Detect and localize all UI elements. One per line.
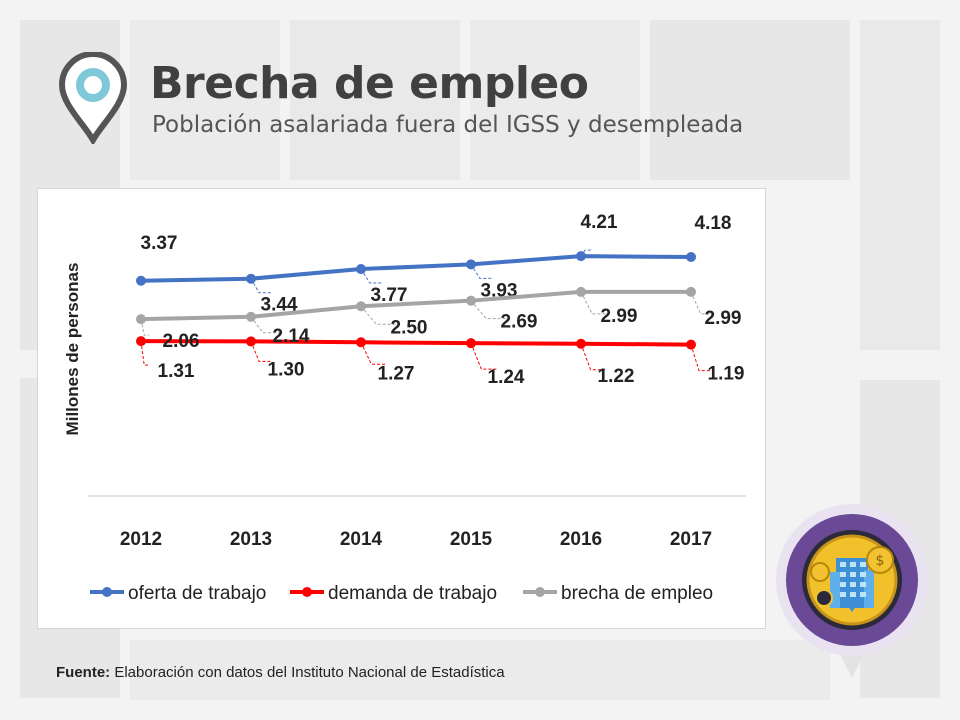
legend-marker-oferta (102, 587, 112, 597)
data-point-demanda (136, 336, 146, 347)
data-point-oferta (136, 275, 146, 286)
leader-line-demanda (140, 341, 149, 366)
data-point-brecha (356, 301, 366, 312)
data-point-oferta (686, 252, 696, 263)
legend-label-demanda: demanda de trabajo (328, 583, 497, 604)
leader-line-brecha (250, 316, 281, 334)
data-label-brecha: 2.50 (391, 317, 428, 338)
data-label-oferta: 3.37 (141, 233, 178, 254)
data-label-brecha: 2.99 (705, 308, 742, 329)
leader-line-demanda (250, 341, 271, 362)
x-tick-label: 2013 (230, 529, 272, 550)
data-label-demanda: 1.19 (708, 364, 745, 385)
svg-text:$: $ (876, 553, 885, 569)
data-point-demanda (466, 338, 476, 349)
source-note: Fuente: Elaboración con datos del Instit… (56, 664, 505, 681)
leader-line-demanda (580, 343, 605, 371)
page-subtitle: Población asalariada fuera del IGSS y de… (152, 112, 744, 138)
data-label-brecha: 2.99 (601, 306, 638, 327)
data-label-demanda: 1.31 (158, 361, 195, 382)
data-label-demanda: 1.22 (598, 366, 635, 387)
legend-label-oferta: oferta de trabajo (128, 583, 266, 604)
x-tick-label: 2012 (120, 529, 162, 550)
data-label-brecha: 2.14 (273, 326, 310, 347)
data-label-demanda: 1.24 (488, 367, 525, 388)
leader-line-brecha (580, 291, 609, 315)
data-label-brecha: 2.06 (163, 331, 200, 352)
data-point-oferta (466, 259, 476, 270)
line-chart: Millones de personas 2012 2013 2014 2015 2016… (63, 212, 746, 604)
x-tick-label: 2017 (670, 529, 712, 550)
data-label-demanda: 1.30 (268, 359, 305, 380)
legend-marker-demanda (302, 587, 312, 597)
data-point-demanda (576, 338, 586, 349)
leader-line-demanda (470, 342, 497, 370)
employment-badge-icon: $ (776, 504, 928, 678)
data-label-oferta: 4.18 (695, 213, 732, 234)
leader-line-brecha (360, 305, 399, 325)
leader-line-oferta (250, 278, 271, 294)
data-label-brecha: 2.69 (501, 312, 538, 333)
data-point-brecha (466, 295, 476, 306)
source-label: Fuente: (56, 664, 111, 681)
leader-line-demanda (360, 342, 387, 365)
data-point-oferta (356, 264, 366, 275)
series-line-demanda (139, 339, 693, 347)
source-text: Elaboración con datos del Instituto Naci… (114, 664, 505, 681)
chart-panel: Millones de personas 2012 2013 2014 2015 2016… (37, 188, 766, 629)
leader-line-demanda (690, 344, 711, 372)
series-line-oferta (139, 254, 693, 283)
data-label-oferta: 3.77 (371, 285, 408, 306)
leader-line-oferta (360, 268, 383, 284)
data-point-demanda (356, 337, 366, 348)
data-point-demanda (246, 336, 256, 347)
data-point-brecha (136, 314, 146, 325)
location-pin-icon (58, 52, 128, 144)
page-title: Brecha de empleo (150, 58, 589, 109)
data-point-oferta (246, 273, 256, 284)
data-point-oferta (576, 251, 586, 262)
data-point-brecha (246, 311, 256, 322)
y-axis-label: Millones de personas (63, 263, 82, 436)
leader-line-brecha (470, 300, 509, 320)
x-tick-label: 2015 (450, 529, 493, 550)
data-point-brecha (686, 286, 696, 297)
legend-label-brecha: brecha de empleo (561, 583, 713, 604)
data-point-brecha (576, 286, 586, 297)
data-label-oferta: 4.21 (581, 212, 618, 233)
data-label-oferta: 3.44 (261, 295, 298, 316)
leader-line-brecha (140, 319, 149, 336)
legend-marker-brecha (535, 587, 545, 597)
x-tick-label: 2014 (340, 529, 383, 550)
data-point-demanda (686, 339, 696, 350)
data-label-demanda: 1.27 (378, 363, 415, 384)
x-tick-label: 2016 (560, 529, 602, 550)
leader-line-oferta (470, 264, 493, 279)
series-line-brecha (139, 289, 693, 322)
